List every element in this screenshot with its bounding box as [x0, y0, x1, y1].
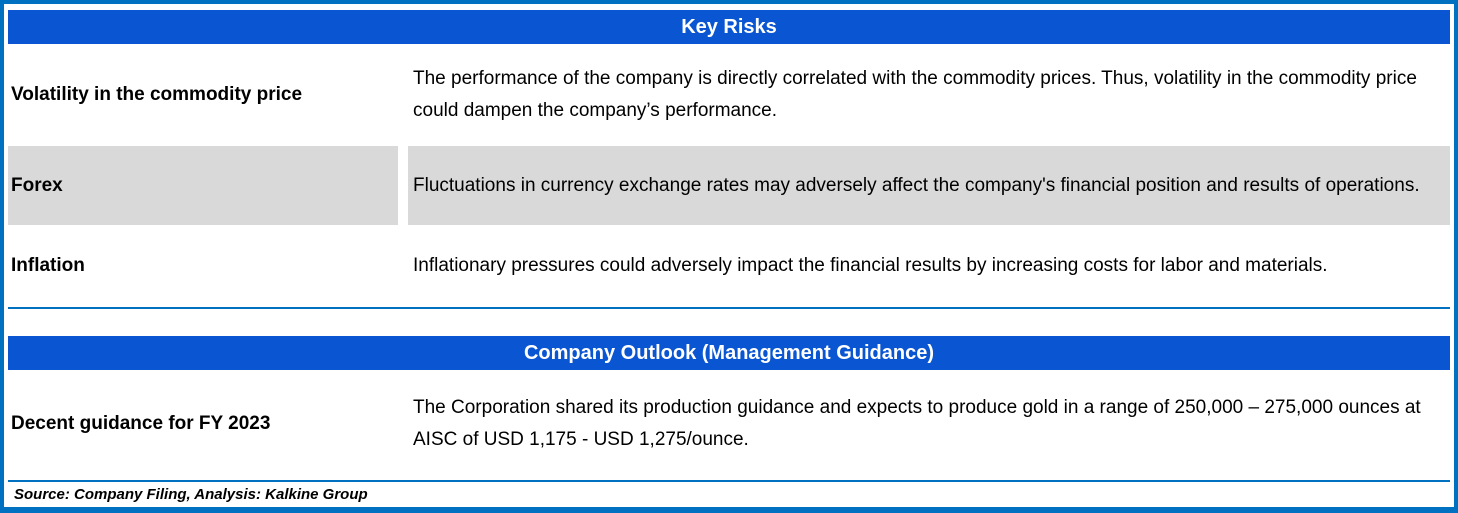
column-gap [398, 227, 408, 305]
section-spacer [8, 309, 1450, 334]
outlook-description-guidance: The Corporation shared its production gu… [413, 397, 1421, 451]
outlook-label-guidance: Decent guidance for FY 2023 [11, 413, 271, 435]
table-row: Volatility in the commodity price The pe… [8, 46, 1450, 144]
company-outlook-section: Company Outlook (Management Guidance) De… [8, 334, 1450, 478]
column-gap [398, 46, 408, 144]
footer-divider [8, 480, 1450, 483]
outlook-description-cell: The Corporation shared its production gu… [408, 372, 1450, 476]
table-row: Forex Fluctuations in currency exchange … [8, 146, 1450, 225]
key-risks-section: Key Risks Volatility in the commodity pr… [8, 8, 1450, 309]
risk-label-inflation: Inflation [11, 255, 85, 276]
company-outlook-table: Decent guidance for FY 2023 The Corporat… [8, 372, 1450, 476]
risk-description-cell: Fluctuations in currency exchange rates … [408, 146, 1450, 225]
risk-description-cell: The performance of the company is direct… [408, 46, 1450, 144]
table-row: Decent guidance for FY 2023 The Corporat… [8, 372, 1450, 476]
risk-description-volatility: The performance of the company is direct… [413, 68, 1417, 121]
key-risks-header: Key Risks [8, 10, 1450, 44]
risk-label-volatility: Volatility in the commodity price [11, 84, 303, 105]
risk-description-inflation: Inflationary pressures could adversely i… [413, 255, 1328, 276]
key-risks-table: Volatility in the commodity price The pe… [8, 46, 1450, 309]
table-row: Inflation Inflationary pressures could a… [8, 227, 1450, 305]
column-gap [398, 372, 408, 476]
company-outlook-header: Company Outlook (Management Guidance) [8, 336, 1450, 371]
risk-description-cell: Inflationary pressures could adversely i… [408, 227, 1450, 305]
source-note-row: Source: Company Filing, Analysis: Kalkin… [8, 482, 1450, 507]
risk-description-forex: Fluctuations in currency exchange rates … [413, 174, 1420, 196]
column-gap [398, 146, 408, 225]
risk-label-forex: Forex [8, 146, 398, 225]
source-note: Source: Company Filing, Analysis: Kalkin… [14, 486, 368, 504]
